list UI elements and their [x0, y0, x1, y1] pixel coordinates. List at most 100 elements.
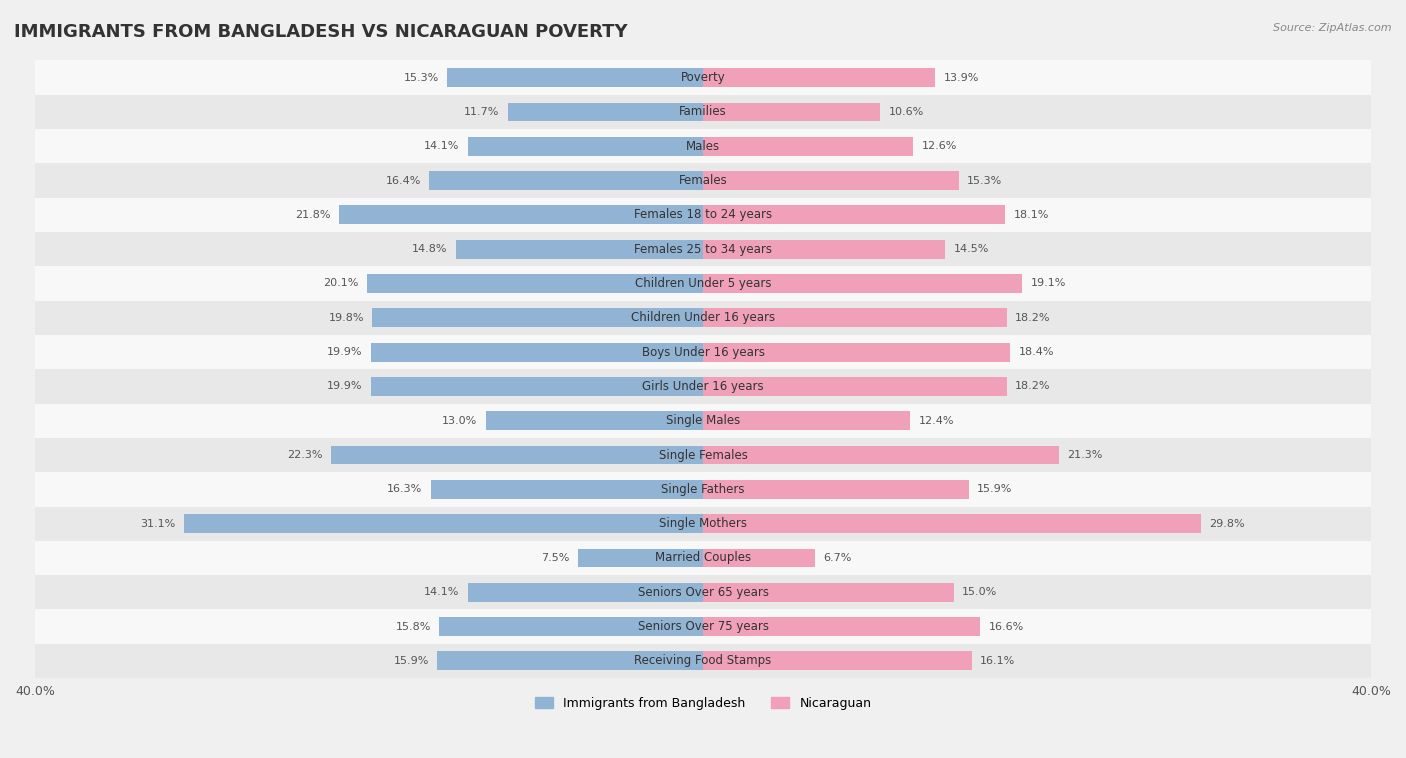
- Text: 13.9%: 13.9%: [943, 73, 979, 83]
- Text: 14.1%: 14.1%: [423, 141, 460, 152]
- Text: 16.6%: 16.6%: [988, 622, 1024, 631]
- Bar: [35, 438, 1371, 472]
- Bar: [456, 240, 703, 258]
- Text: 21.8%: 21.8%: [295, 210, 330, 220]
- Text: 19.9%: 19.9%: [326, 381, 363, 391]
- Bar: [486, 412, 703, 431]
- Bar: [35, 540, 1371, 575]
- Bar: [508, 102, 703, 121]
- Bar: [703, 480, 969, 499]
- Text: 18.2%: 18.2%: [1015, 381, 1050, 391]
- Text: 12.6%: 12.6%: [922, 141, 957, 152]
- Text: 15.3%: 15.3%: [404, 73, 439, 83]
- Bar: [703, 446, 1059, 465]
- Text: 16.1%: 16.1%: [980, 656, 1015, 666]
- Bar: [468, 137, 703, 155]
- Bar: [367, 274, 703, 293]
- Bar: [35, 644, 1371, 678]
- Text: Females: Females: [679, 174, 727, 187]
- Text: 18.2%: 18.2%: [1015, 313, 1050, 323]
- Text: 14.1%: 14.1%: [423, 587, 460, 597]
- Bar: [447, 68, 703, 87]
- Text: 15.9%: 15.9%: [977, 484, 1012, 494]
- Text: 14.8%: 14.8%: [412, 244, 447, 254]
- Bar: [35, 335, 1371, 369]
- Bar: [35, 575, 1371, 609]
- Bar: [703, 343, 1011, 362]
- Text: Seniors Over 65 years: Seniors Over 65 years: [637, 586, 769, 599]
- Text: Source: ZipAtlas.com: Source: ZipAtlas.com: [1274, 23, 1392, 33]
- Bar: [703, 68, 935, 87]
- Text: 31.1%: 31.1%: [141, 518, 176, 528]
- Text: Girls Under 16 years: Girls Under 16 years: [643, 380, 763, 393]
- Text: 16.3%: 16.3%: [387, 484, 422, 494]
- Bar: [35, 403, 1371, 438]
- Text: Single Females: Single Females: [658, 449, 748, 462]
- Bar: [35, 266, 1371, 301]
- Bar: [330, 446, 703, 465]
- Bar: [703, 274, 1022, 293]
- Text: 7.5%: 7.5%: [541, 553, 569, 563]
- Text: 11.7%: 11.7%: [464, 107, 499, 117]
- Text: 13.0%: 13.0%: [443, 415, 478, 426]
- Text: IMMIGRANTS FROM BANGLADESH VS NICARAGUAN POVERTY: IMMIGRANTS FROM BANGLADESH VS NICARAGUAN…: [14, 23, 627, 41]
- Text: 20.1%: 20.1%: [323, 278, 359, 289]
- Bar: [35, 609, 1371, 644]
- Bar: [35, 232, 1371, 266]
- Text: 21.3%: 21.3%: [1067, 450, 1102, 460]
- Text: 12.4%: 12.4%: [918, 415, 953, 426]
- Bar: [703, 412, 910, 431]
- Text: Single Males: Single Males: [666, 414, 740, 428]
- Text: 15.9%: 15.9%: [394, 656, 429, 666]
- Text: Single Mothers: Single Mothers: [659, 517, 747, 530]
- Text: 15.0%: 15.0%: [962, 587, 997, 597]
- Bar: [35, 95, 1371, 129]
- Text: Children Under 16 years: Children Under 16 years: [631, 312, 775, 324]
- Text: 6.7%: 6.7%: [824, 553, 852, 563]
- Text: Seniors Over 75 years: Seniors Over 75 years: [637, 620, 769, 633]
- Text: Males: Males: [686, 139, 720, 153]
- Bar: [371, 377, 703, 396]
- Bar: [339, 205, 703, 224]
- Text: 19.9%: 19.9%: [326, 347, 363, 357]
- Bar: [703, 240, 945, 258]
- Bar: [703, 171, 959, 190]
- Bar: [35, 198, 1371, 232]
- Bar: [703, 205, 1005, 224]
- Text: 15.3%: 15.3%: [967, 176, 1002, 186]
- Bar: [439, 617, 703, 636]
- Bar: [373, 309, 703, 327]
- Text: 18.4%: 18.4%: [1019, 347, 1054, 357]
- Bar: [35, 369, 1371, 403]
- Bar: [703, 583, 953, 602]
- Text: 14.5%: 14.5%: [953, 244, 988, 254]
- Bar: [35, 472, 1371, 506]
- Text: Single Fathers: Single Fathers: [661, 483, 745, 496]
- Text: 29.8%: 29.8%: [1209, 518, 1244, 528]
- Bar: [578, 549, 703, 568]
- Text: 22.3%: 22.3%: [287, 450, 322, 460]
- Bar: [371, 343, 703, 362]
- Text: 18.1%: 18.1%: [1014, 210, 1049, 220]
- Bar: [703, 137, 914, 155]
- Text: 19.1%: 19.1%: [1031, 278, 1066, 289]
- Bar: [430, 480, 703, 499]
- Bar: [35, 506, 1371, 540]
- Bar: [35, 129, 1371, 164]
- Text: 10.6%: 10.6%: [889, 107, 924, 117]
- Text: 15.8%: 15.8%: [395, 622, 430, 631]
- Bar: [703, 377, 1007, 396]
- Text: Families: Families: [679, 105, 727, 118]
- Bar: [437, 651, 703, 670]
- Text: Children Under 5 years: Children Under 5 years: [634, 277, 772, 290]
- Bar: [703, 514, 1201, 533]
- Text: 19.8%: 19.8%: [329, 313, 364, 323]
- Bar: [703, 617, 980, 636]
- Bar: [703, 102, 880, 121]
- Text: 16.4%: 16.4%: [385, 176, 420, 186]
- Bar: [703, 549, 815, 568]
- Legend: Immigrants from Bangladesh, Nicaraguan: Immigrants from Bangladesh, Nicaraguan: [530, 692, 876, 715]
- Text: Poverty: Poverty: [681, 71, 725, 84]
- Bar: [429, 171, 703, 190]
- Bar: [35, 164, 1371, 198]
